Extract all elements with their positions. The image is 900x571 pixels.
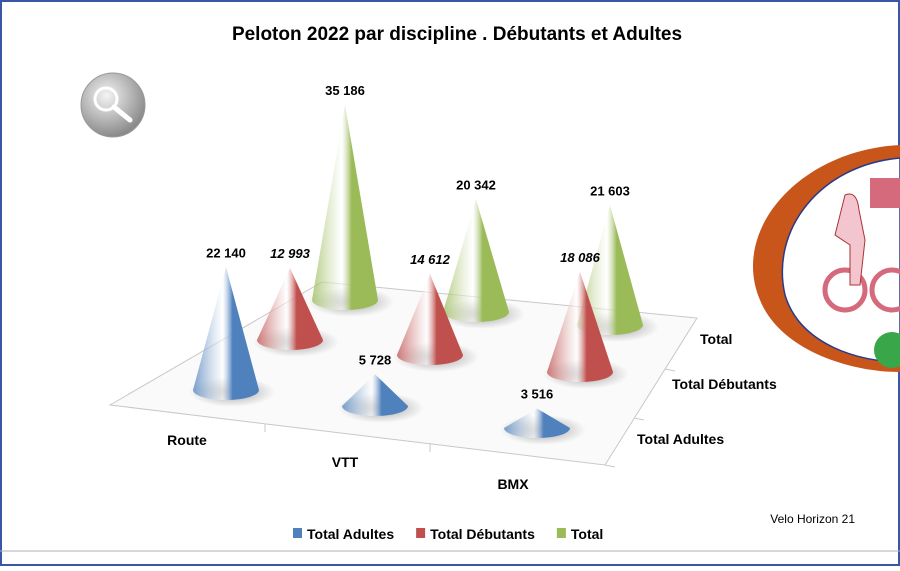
cone (193, 267, 259, 400)
legend-swatch (416, 528, 426, 538)
legend-label: Total (571, 526, 603, 542)
data-label: 35 186 (325, 83, 365, 98)
cone (443, 199, 509, 322)
x-tick-label: VTT (332, 454, 359, 470)
cone (547, 271, 613, 382)
chart-title: Peloton 2022 par discipline . Débutants … (232, 24, 682, 45)
cone (312, 105, 378, 310)
data-label: 3 516 (521, 387, 554, 402)
data-label: 5 728 (359, 352, 392, 367)
legend-swatch (556, 528, 566, 538)
cone (504, 408, 570, 438)
zoom-icon[interactable] (80, 72, 146, 138)
legend-swatch (293, 528, 302, 538)
depth-tick-label: Total (700, 331, 732, 347)
x-tick-label: BMX (497, 476, 529, 492)
depth-tick-label: Total Adultes (637, 431, 724, 447)
data-label: 18 086 (560, 250, 601, 265)
data-label: 20 342 (456, 177, 496, 192)
cone (257, 267, 323, 350)
cone (342, 374, 408, 416)
x-tick-label: Route (167, 432, 207, 448)
cone (577, 205, 643, 335)
legend-label: Total Débutants (430, 526, 535, 542)
legend-label: Total Adultes (307, 526, 394, 542)
note: Velo Horizon 21 (770, 512, 855, 526)
data-label: 21 603 (590, 183, 630, 198)
data-label: 22 140 (206, 245, 246, 260)
cone (397, 274, 463, 365)
depth-tick-label: Total Débutants (672, 376, 777, 392)
data-label: 14 612 (410, 252, 451, 267)
logo (752, 145, 900, 372)
data-label: 12 993 (270, 246, 311, 261)
